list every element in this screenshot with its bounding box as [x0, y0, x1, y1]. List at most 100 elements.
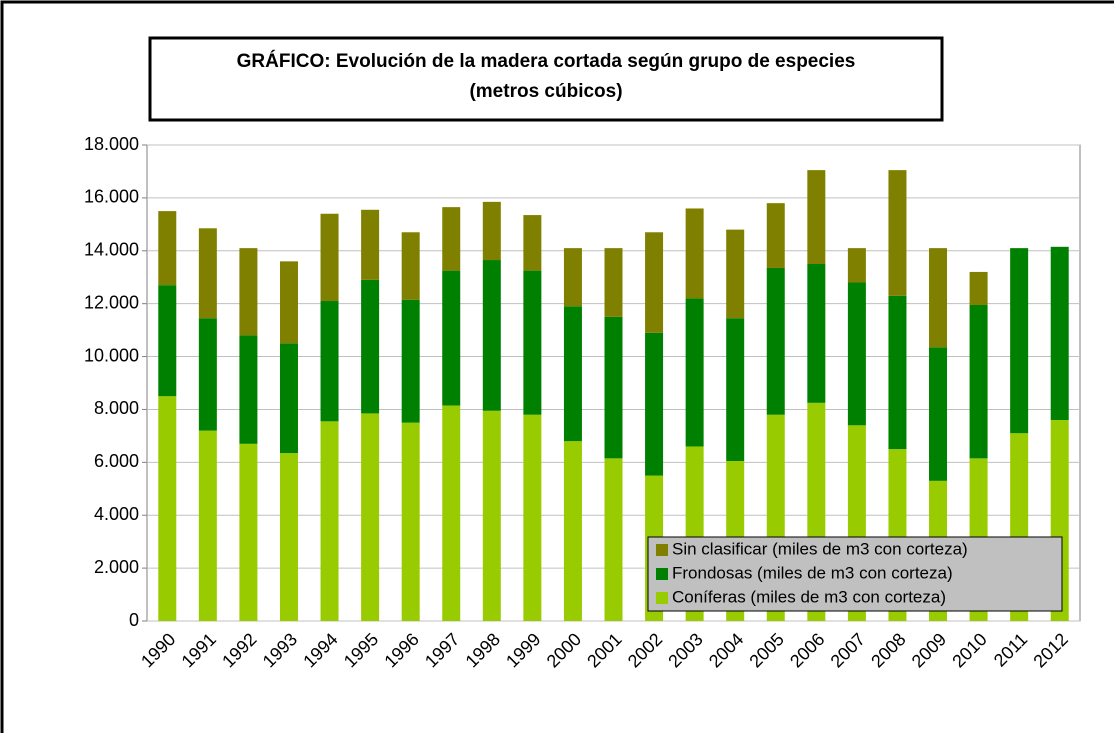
- legend-swatch: [656, 544, 668, 556]
- bar-segment: [482, 260, 501, 411]
- bar-segment: [1010, 248, 1029, 434]
- y-tick-label: 14.000: [84, 240, 139, 260]
- x-tick-label: 1998: [462, 629, 504, 671]
- bar-segment: [1050, 246, 1069, 421]
- bar-segment: [604, 316, 623, 459]
- x-tick-label: 1993: [259, 629, 301, 671]
- bar-segment: [969, 304, 988, 459]
- bar-segment: [239, 335, 258, 444]
- bar-segment: [279, 453, 298, 621]
- x-tick-label: 2000: [543, 629, 585, 671]
- bar-segment: [198, 430, 217, 621]
- x-tick-label: 1990: [137, 629, 179, 671]
- bar-segment: [563, 248, 582, 307]
- y-tick-label: 2.000: [94, 557, 139, 577]
- bar-segment: [361, 413, 380, 621]
- x-tick-label: 2012: [1029, 629, 1071, 671]
- bar-segment: [320, 301, 339, 422]
- x-tick-label: 2003: [664, 629, 706, 671]
- x-tick-label: 2007: [827, 629, 869, 671]
- y-tick-label: 12.000: [84, 292, 139, 312]
- bar-segment: [563, 306, 582, 442]
- bar-segment: [442, 270, 461, 406]
- bar-segment: [969, 271, 988, 305]
- bar-segment: [482, 410, 501, 621]
- bar-segment: [198, 228, 217, 319]
- bar-segment: [279, 261, 298, 344]
- x-tick-label: 2002: [624, 629, 666, 671]
- bar-segment: [807, 264, 826, 403]
- chart-subtitle: (metros cúbicos): [469, 81, 622, 102]
- bar-segment: [442, 405, 461, 621]
- bar-segment: [645, 332, 664, 476]
- bar-segment: [888, 295, 907, 450]
- legend-label: Frondosas (miles de m3 con corteza): [672, 563, 953, 582]
- x-tick-label: 1992: [218, 629, 260, 671]
- x-tick-label: 1991: [178, 629, 220, 671]
- y-tick-label: 10.000: [84, 345, 139, 365]
- bar-segment: [726, 229, 745, 319]
- y-tick-label: 8.000: [94, 398, 139, 418]
- y-tick-label: 0: [129, 610, 139, 630]
- bar-segment: [401, 422, 420, 621]
- bar-segment: [198, 318, 217, 431]
- x-tick-label: 2005: [745, 629, 787, 671]
- bar-segment: [766, 203, 785, 268]
- bar-segment: [401, 232, 420, 300]
- bar-segment: [929, 347, 948, 481]
- x-tick-label: 2009: [908, 629, 950, 671]
- x-tick-label: 2006: [786, 629, 828, 671]
- x-tick-label: 2010: [948, 629, 990, 671]
- bar-segment: [158, 285, 177, 397]
- bar-segment: [888, 170, 907, 296]
- x-tick-label: 2004: [705, 629, 747, 671]
- bar-segment: [685, 208, 704, 299]
- bar-segment: [523, 215, 542, 271]
- bar-segment: [523, 270, 542, 415]
- bar-segment: [604, 248, 623, 317]
- x-tick-label: 1999: [502, 629, 544, 671]
- bar-segment: [239, 443, 258, 621]
- legend-box: [647, 536, 1063, 612]
- legend-label: Sin clasificar (miles de m3 con corteza): [672, 539, 968, 558]
- x-tick-label: 2008: [867, 629, 909, 671]
- bar-segment: [239, 248, 258, 336]
- legend-swatch: [656, 568, 668, 580]
- bar-segment: [807, 170, 826, 264]
- chart-title: GRÁFICO: Evolución de la madera cortada …: [237, 50, 856, 72]
- bar-segment: [847, 282, 866, 426]
- bar-segment: [604, 458, 623, 621]
- bar-segment: [685, 298, 704, 447]
- x-tick-label: 1994: [299, 629, 341, 671]
- legend-label: Coníferas (miles de m3 con corteza): [672, 587, 946, 606]
- bar-segment: [523, 414, 542, 621]
- y-tick-label: 16.000: [84, 187, 139, 207]
- y-tick-label: 4.000: [94, 504, 139, 524]
- x-tick-label: 1996: [380, 629, 422, 671]
- legend-swatch: [656, 592, 668, 604]
- x-tick-label: 1997: [421, 629, 463, 671]
- x-tick-label: 1995: [340, 629, 382, 671]
- bar-segment: [320, 213, 339, 302]
- bar-segment: [645, 232, 664, 333]
- bar-segment: [442, 207, 461, 271]
- bar-segment: [361, 279, 380, 414]
- bar-segment: [320, 421, 339, 621]
- bar-segment: [279, 343, 298, 454]
- x-tick-label: 2011: [990, 629, 1032, 671]
- bar-segment: [158, 211, 177, 286]
- bar-segment: [929, 248, 948, 348]
- y-tick-label: 18.000: [84, 134, 139, 154]
- bar-segment: [766, 267, 785, 415]
- bar-segment: [158, 396, 177, 621]
- bar-segment: [563, 441, 582, 621]
- title-box: [148, 36, 944, 122]
- bar-segment: [726, 318, 745, 462]
- bar-segment: [361, 209, 380, 280]
- bar-segment: [401, 299, 420, 423]
- x-tick-label: 2001: [583, 629, 625, 671]
- bar-segment: [482, 201, 501, 261]
- y-tick-label: 6.000: [94, 451, 139, 471]
